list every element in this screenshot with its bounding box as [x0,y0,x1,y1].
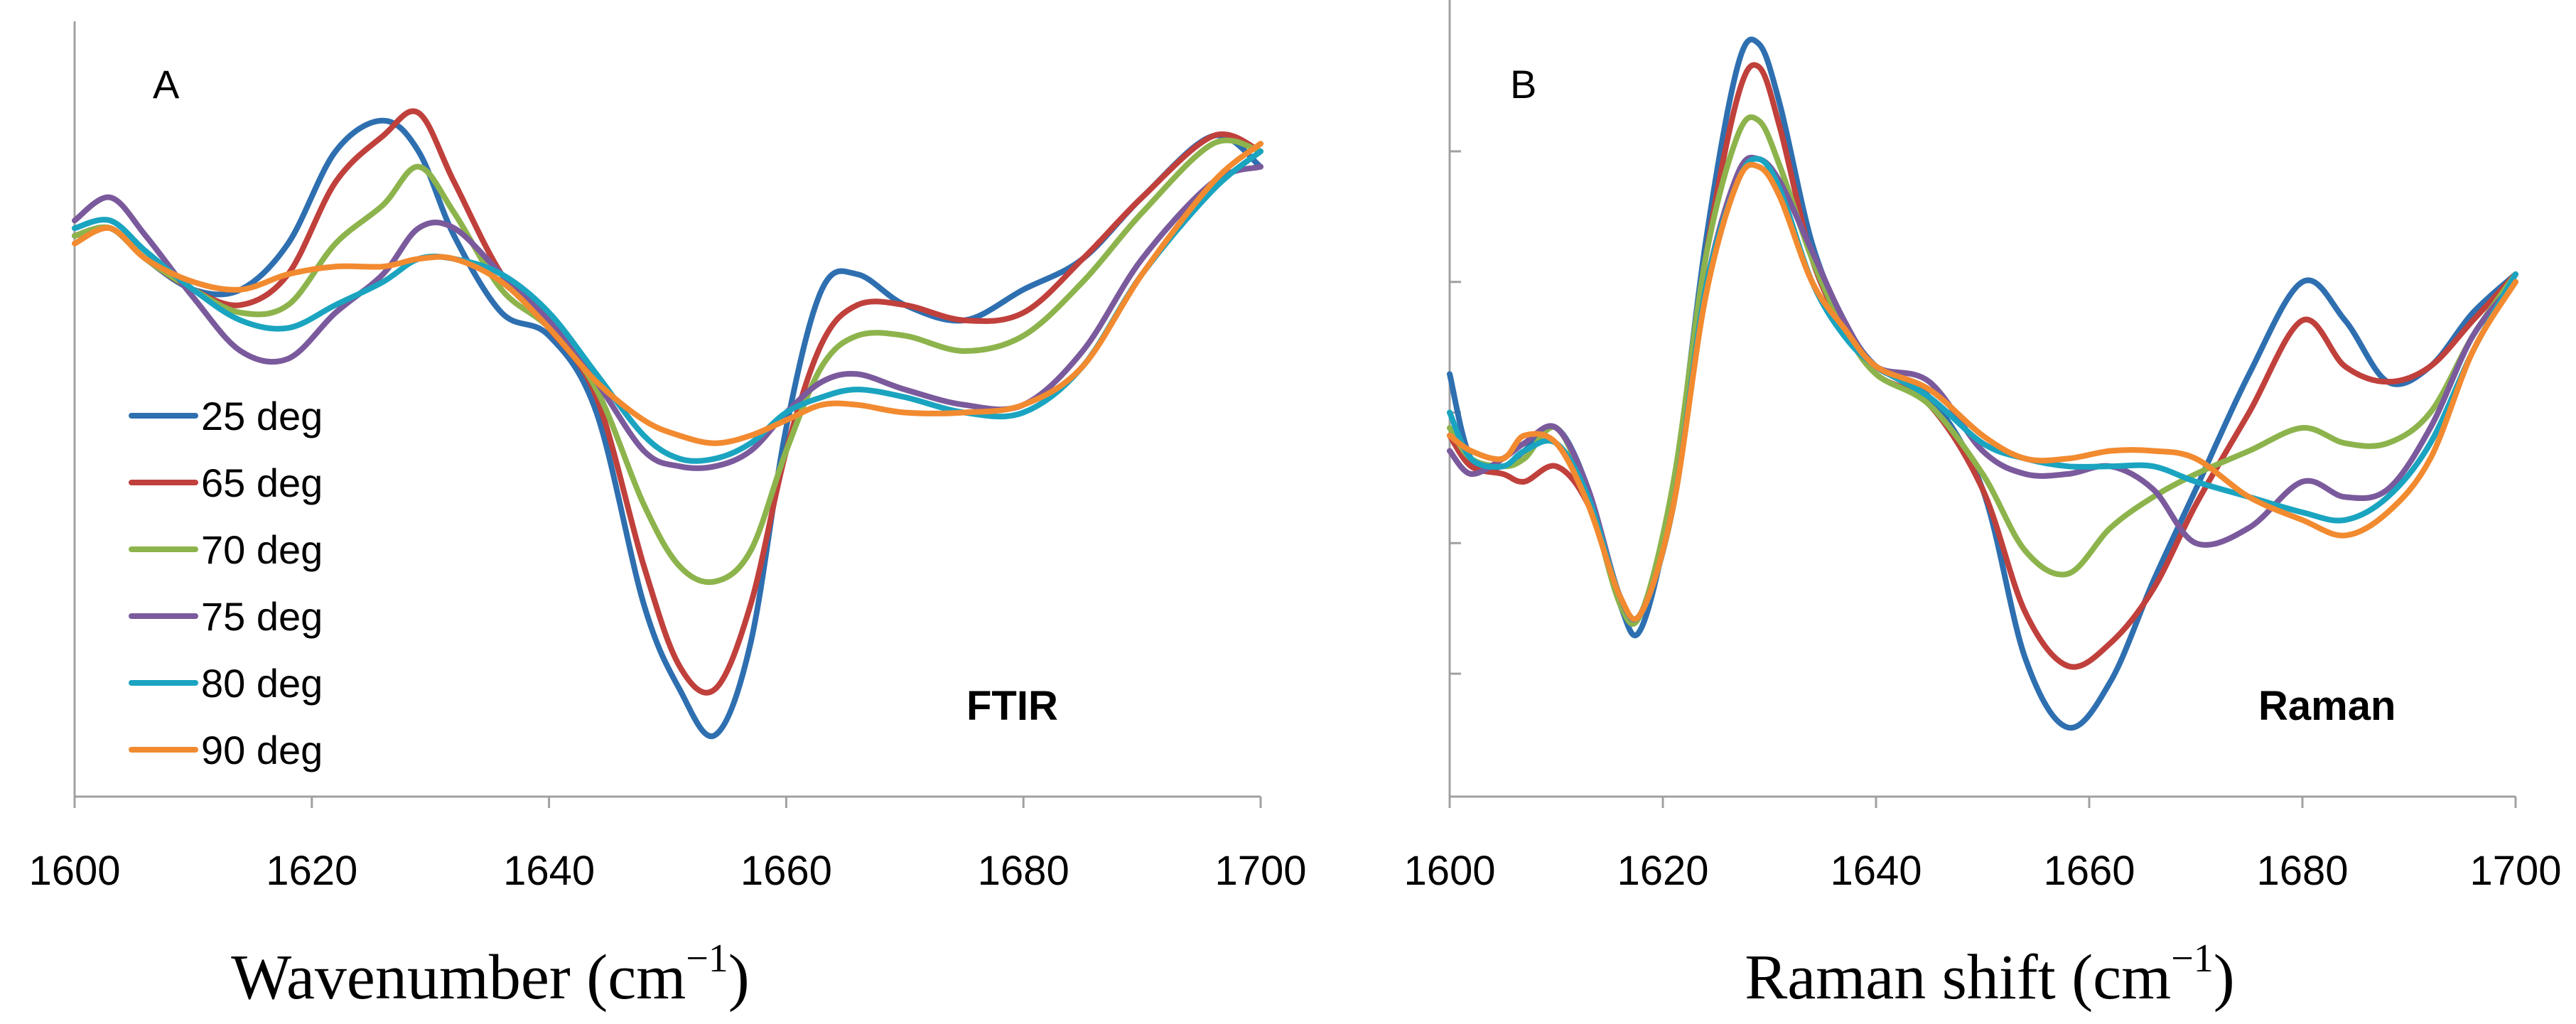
panel-b-x-tick-label-1640: 1640 [1830,848,1922,894]
panel-a-series-line-80-deg [72,149,1263,464]
panel-a-xlabel-close: ) [728,942,750,1013]
panel-a-series-line-70-deg [72,137,1263,586]
panel-b-x-tick-label-1700: 1700 [2469,848,2561,894]
panel-b-series-line-25-deg [1447,36,2518,731]
panel-a-x-axis-title: Wavenumber (cm−1) [231,937,750,1013]
panel-b-x-tick-label-1680: 1680 [2256,848,2348,894]
panel-b-xlabel-close: ) [2214,942,2235,1013]
panel-b-series-line-80-deg [1447,156,2518,623]
panel-a-x-tick-label-1620: 1620 [266,848,357,894]
panel-b-x-ticks: 1600 1620 1640 1660 1680 1700 [1403,797,2562,894]
panel-a-series-line-25-deg [72,117,1263,740]
panel-a-series-lines [72,108,1263,740]
panel-b-letter: B [1510,62,1536,107]
panel-a-x-ticks: 1600 1620 1640 1660 1680 1700 [28,797,1307,894]
panel-b-xlabel-base: Raman shift (cm [1745,942,2171,1013]
panel-b-series-line-75-deg [1447,154,2518,623]
panel-a-legend-label-25-deg: 25 deg [201,394,323,438]
panel-a-legend-label-65-deg: 65 deg [201,460,323,505]
panel-b-raman: 1600 1620 1640 1660 1680 1700 B Raman Raman s… [1403,0,2562,1013]
panel-b-x-axis-title: Raman shift (cm−1) [1745,937,2234,1013]
panel-a-x-tick-label-1600: 1600 [28,848,120,894]
panel-b-xlabel-sup: −1 [2171,937,2214,981]
panel-a-legend-label-80-deg: 80 deg [201,661,323,706]
panel-a-xlabel-sup: −1 [686,937,728,981]
panel-a-xlabel-base: Wavenumber (cm [231,942,686,1013]
panel-a-legend-label-90-deg: 90 deg [201,728,323,772]
panel-a-x-tick-label-1660: 1660 [740,848,832,894]
panel-a-legend-label-70-deg: 70 deg [201,527,323,572]
panel-b-x-tick-label-1600: 1600 [1403,848,1495,894]
panel-b-x-tick-label-1620: 1620 [1617,848,1708,894]
panel-b-x-tick-label-1660: 1660 [2043,848,2135,894]
panel-a-legend-label-75-deg: 75 deg [201,594,323,639]
panel-a-x-tick-label-1680: 1680 [978,848,1069,894]
panel-b-method-label: Raman [2258,683,2396,729]
panel-b-series-lines [1447,36,2518,731]
panel-a-ftir: 1600 1620 1640 1660 1680 1700 25 deg 65 deg 70 … [28,21,1307,1013]
panel-a-x-tick-label-1700: 1700 [1214,848,1306,894]
panel-a-method-label: FTIR [966,683,1058,729]
panel-b-series-line-90-deg [1447,161,2518,623]
panel-a-legend: 25 deg 65 deg 70 deg 75 deg 80 deg 90 deg [129,394,323,772]
panel-a-series-line-90-deg [72,141,1263,446]
panel-a-letter: A [153,62,180,107]
panel-a-x-tick-label-1640: 1640 [503,848,595,894]
